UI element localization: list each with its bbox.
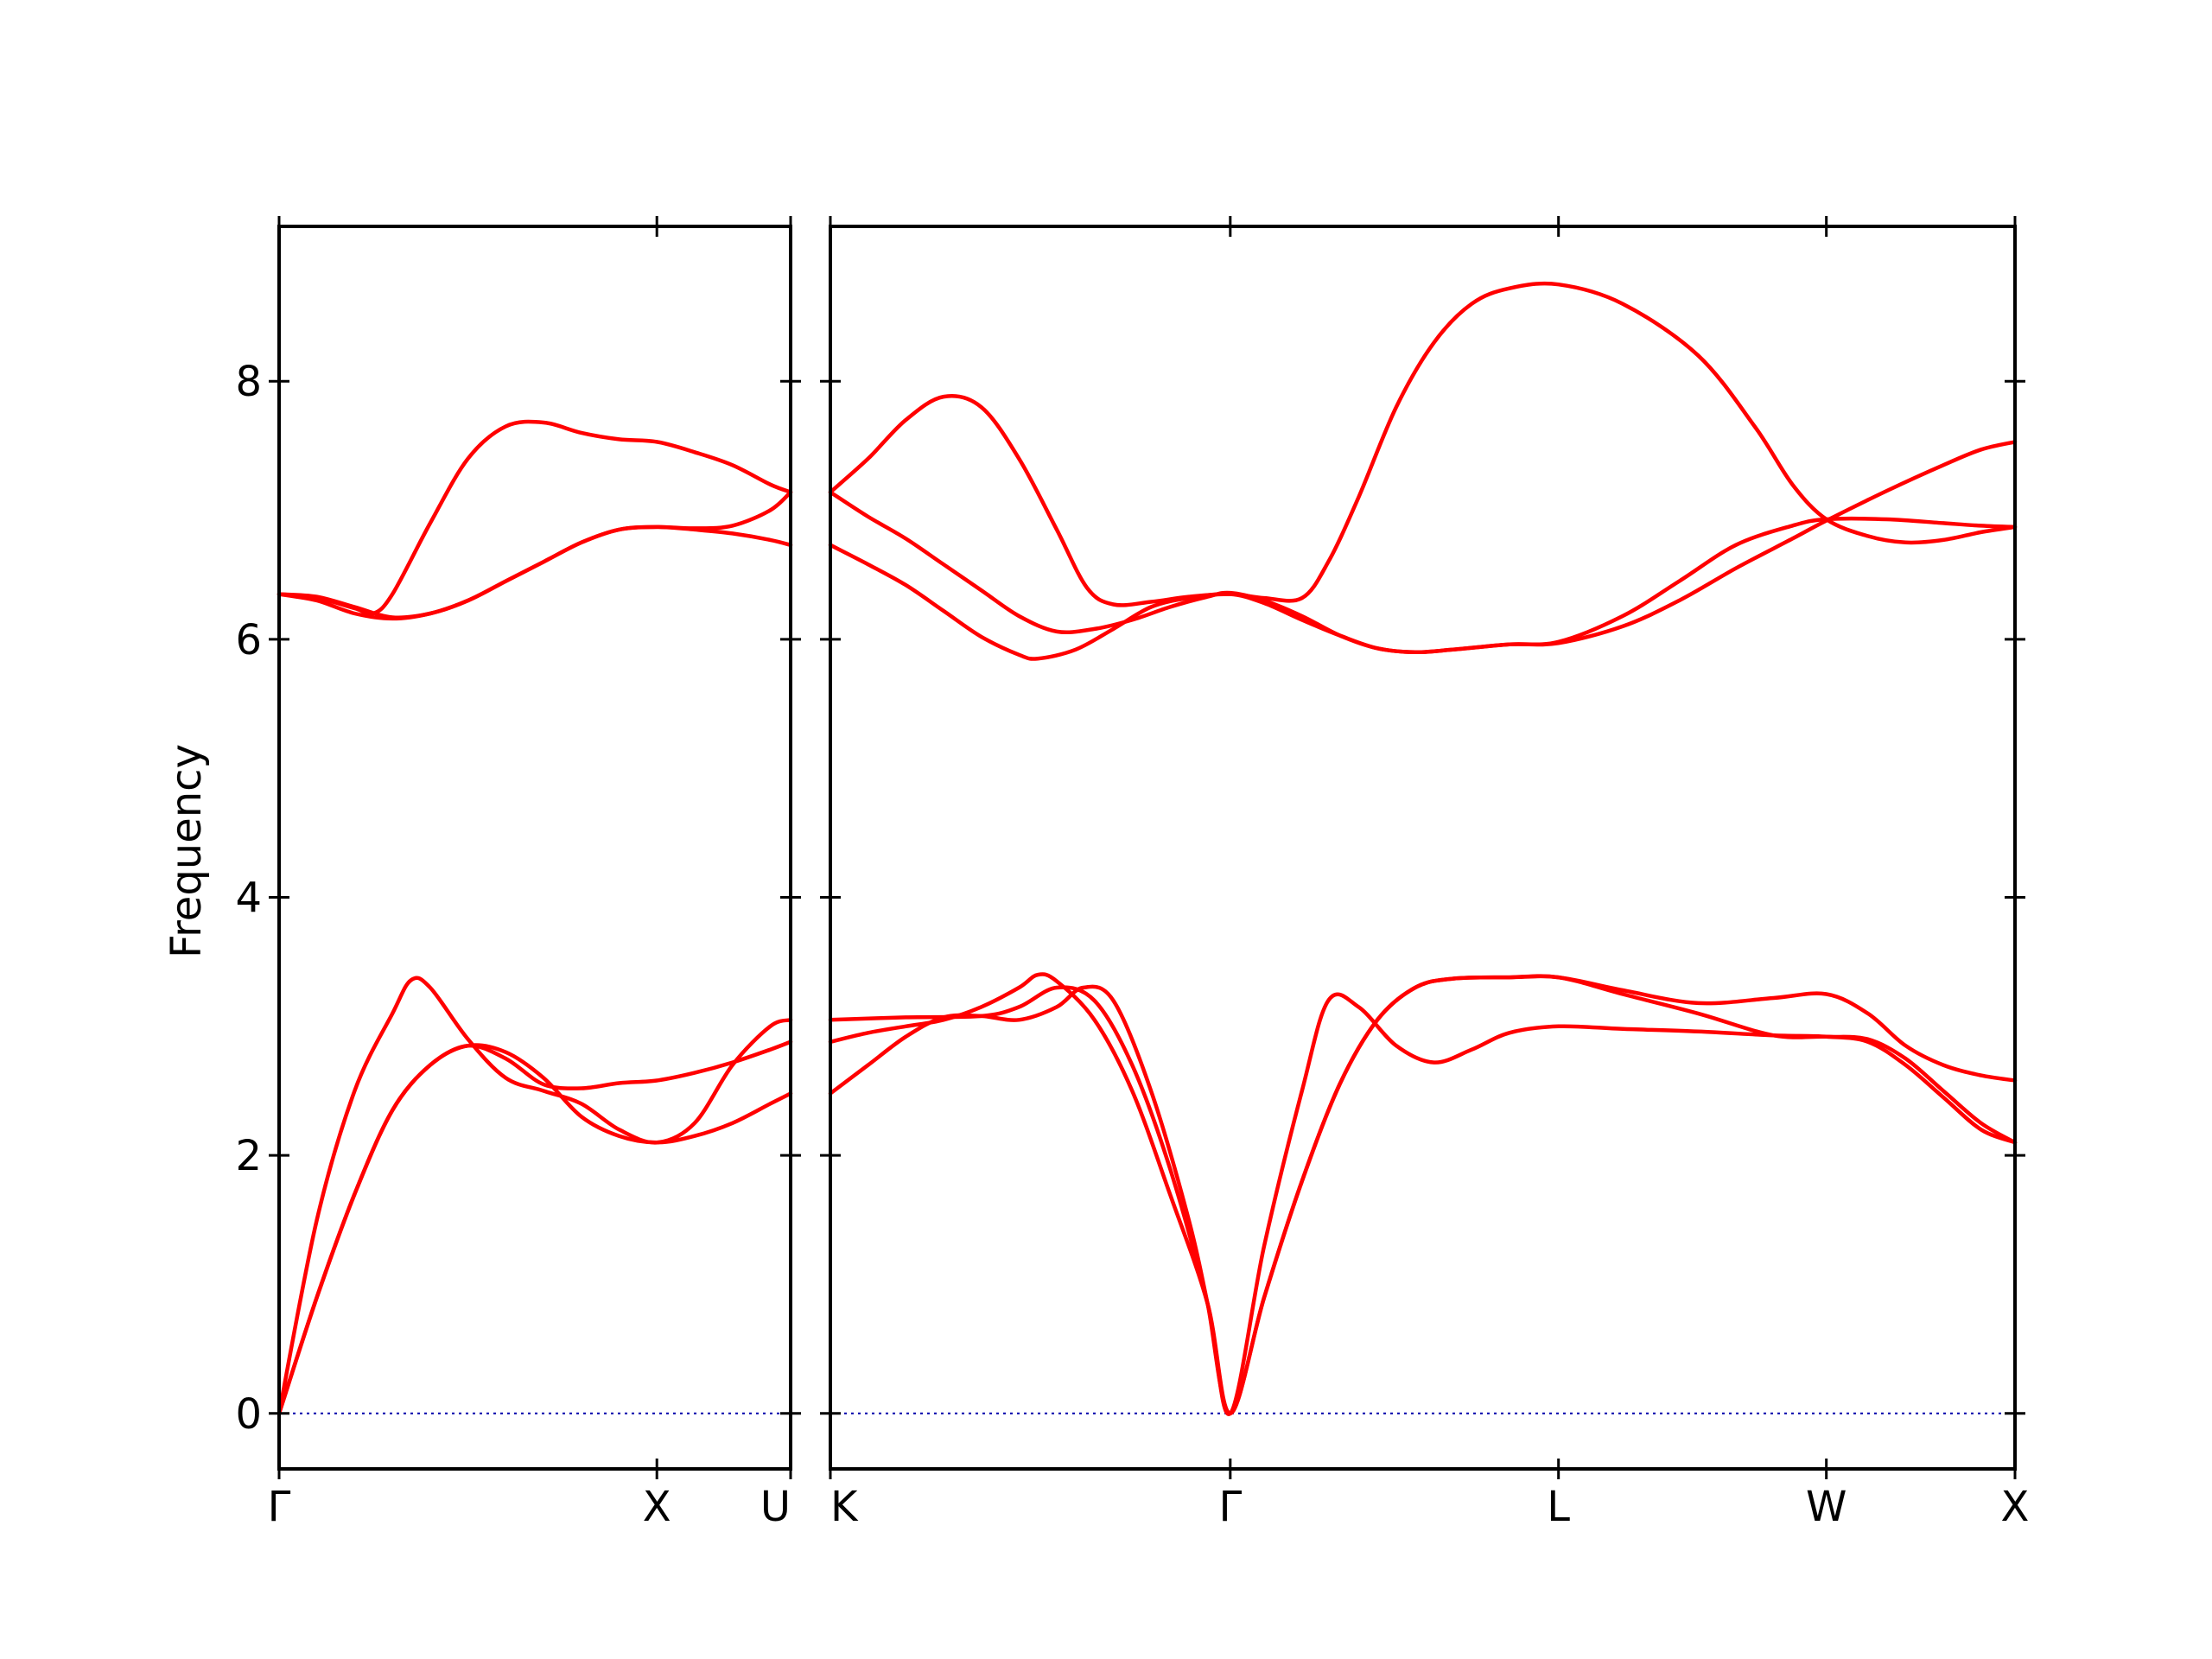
band-branch-1 xyxy=(276,976,793,1416)
band-branch-1 xyxy=(828,985,2018,1416)
y-tick-label: 0 xyxy=(235,1390,262,1439)
band-branch-3 xyxy=(276,1039,793,1416)
x-tick-label: U xyxy=(760,1483,791,1531)
y-tick-labels: 0 2 4 6 8 xyxy=(235,358,262,1439)
y-tick-label: 4 xyxy=(235,874,262,922)
x-tick-label: X xyxy=(2001,1483,2030,1531)
x-tick-label: Γ xyxy=(268,1483,291,1531)
band-branch-6 xyxy=(828,516,2018,661)
y-axis-label: Frequency xyxy=(162,744,211,958)
band-branch-6 xyxy=(276,490,793,620)
band-branch-5 xyxy=(276,524,793,621)
x-tick-label: K xyxy=(830,1483,859,1531)
band-branch-2 xyxy=(276,1043,793,1416)
band-branch-2 xyxy=(828,974,2018,1416)
band-branch-3 xyxy=(828,972,2018,1416)
x-tick-label: L xyxy=(1547,1483,1570,1531)
plot-frame xyxy=(829,225,2017,1471)
band-branch-5 xyxy=(828,440,2018,655)
x-tick-label: Γ xyxy=(1218,1483,1242,1531)
x-tick-label: X xyxy=(643,1483,671,1531)
x-tick-label: W xyxy=(1806,1483,1847,1531)
plot-frame xyxy=(277,225,792,1471)
band-branch-4 xyxy=(276,419,793,616)
y-tick-label: 6 xyxy=(235,616,262,664)
y-tick-label: 2 xyxy=(235,1132,262,1180)
band-branch-4 xyxy=(828,281,2018,607)
y-tick-label: 8 xyxy=(235,358,262,406)
